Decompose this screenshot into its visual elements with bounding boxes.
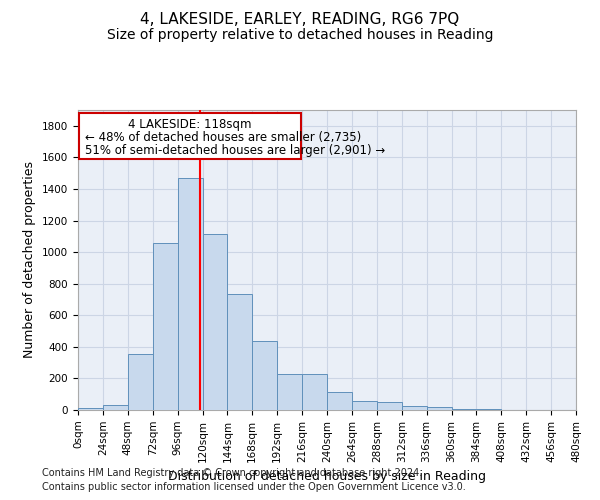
Bar (277, 374, 302, 410)
Bar (152, 244, 178, 410)
Bar (452, 409, 476, 410)
Bar (352, 400, 377, 410)
Bar (253, 340, 277, 410)
Bar (227, 294, 253, 410)
Bar (302, 374, 327, 410)
Bar (203, 234, 227, 410)
FancyBboxPatch shape (79, 113, 301, 159)
Bar (427, 407, 452, 410)
Bar (327, 392, 352, 410)
Bar (476, 409, 502, 410)
Text: 4 LAKESIDE: 118sqm: 4 LAKESIDE: 118sqm (128, 118, 252, 131)
X-axis label: Distribution of detached houses by size in Reading: Distribution of detached houses by size … (168, 470, 486, 483)
Bar (178, 178, 203, 410)
Text: ← 48% of detached houses are smaller (2,735): ← 48% of detached houses are smaller (2,… (85, 130, 362, 143)
Bar (128, 354, 153, 410)
Text: Size of property relative to detached houses in Reading: Size of property relative to detached ho… (107, 28, 493, 42)
Text: 51% of semi-detached houses are larger (2,901) →: 51% of semi-detached houses are larger (… (85, 144, 386, 157)
Bar (377, 402, 402, 410)
Text: Contains HM Land Registry data © Crown copyright and database right 2024.: Contains HM Land Registry data © Crown c… (42, 468, 422, 477)
Bar (402, 406, 427, 410)
Y-axis label: Number of detached properties: Number of detached properties (23, 162, 37, 358)
Bar (103, 406, 128, 410)
Bar (78, 408, 103, 410)
Text: Contains public sector information licensed under the Open Government Licence v3: Contains public sector information licen… (42, 482, 466, 492)
Text: 4, LAKESIDE, EARLEY, READING, RG6 7PQ: 4, LAKESIDE, EARLEY, READING, RG6 7PQ (140, 12, 460, 28)
